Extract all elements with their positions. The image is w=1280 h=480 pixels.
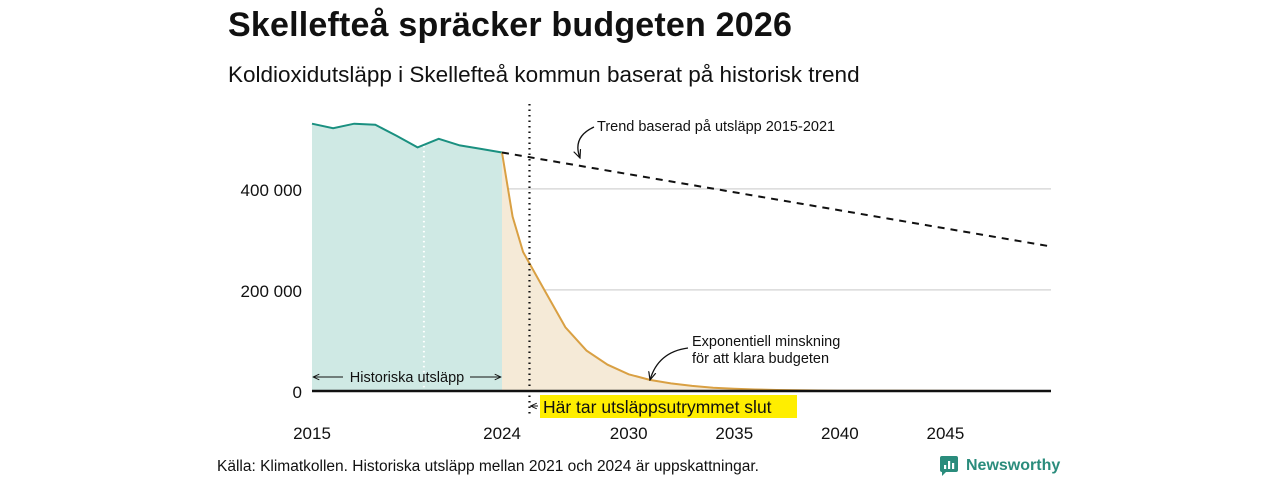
y-tick-label: 200 000 xyxy=(241,282,302,301)
y-tick-label: 0 xyxy=(293,383,302,402)
exp-label-line2: för att klara budgeten xyxy=(692,351,829,367)
budget-end-highlight xyxy=(540,395,797,418)
exp-label-line1: Exponentiell minskning xyxy=(692,334,840,350)
source-note: Källa: Klimatkollen. Historiska utsläpp … xyxy=(217,458,759,475)
brand-name: Newsworthy xyxy=(966,457,1061,474)
y-tick-label: 400 000 xyxy=(241,181,302,200)
x-tick-label: 2035 xyxy=(715,424,753,443)
budget-area xyxy=(502,152,1051,391)
axis-layer: 0 200 000 400 000 2015 2024 2030 2035 2040 2045 xyxy=(241,104,1051,443)
trend-line xyxy=(501,151,1052,248)
brand-logo: Newsworthy xyxy=(938,455,1060,477)
x-tick-label: 2045 xyxy=(927,424,965,443)
x-tick-label: 2040 xyxy=(821,424,859,443)
historical-label: Historiska utsläpp xyxy=(350,370,464,386)
area-layer xyxy=(312,123,1051,391)
exp-arrow xyxy=(650,347,689,380)
trend-arrow xyxy=(578,126,595,158)
newsworthy-icon xyxy=(940,456,958,476)
chart-subtitle: Koldioxidutsläpp i Skellefteå kommun bas… xyxy=(228,62,860,87)
budget-end-label: Här tar utsläppsutrymmet slut xyxy=(543,397,772,417)
annotation-layer: Trend baserad på utsläpp 2015-2021 Expone… xyxy=(313,119,840,418)
historical-area xyxy=(312,123,502,391)
x-tick-label: 2030 xyxy=(610,424,648,443)
x-tick-label: 2015 xyxy=(293,424,331,443)
x-tick-label: 2024 xyxy=(483,424,521,443)
chart-title: Skellefteå spräcker budgeten 2026 xyxy=(228,6,793,44)
historical-line xyxy=(311,122,503,154)
trend-label: Trend baserad på utsläpp 2015-2021 xyxy=(597,119,835,135)
